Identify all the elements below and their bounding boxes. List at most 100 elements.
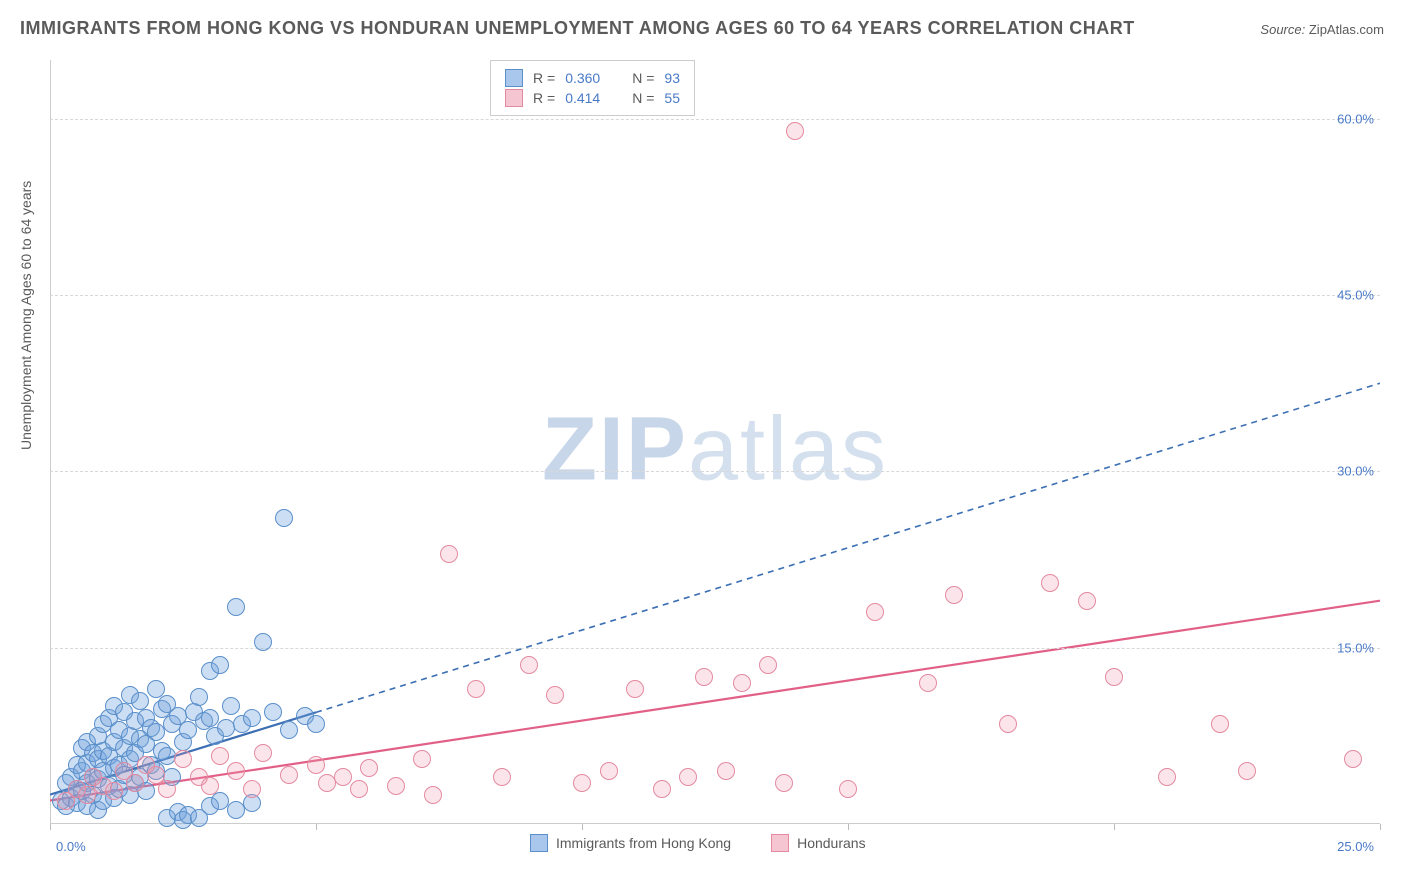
scatter-point xyxy=(334,768,352,786)
scatter-point xyxy=(350,780,368,798)
series2-name: Hondurans xyxy=(797,835,866,851)
scatter-point xyxy=(222,697,240,715)
chart-container: IMMIGRANTS FROM HONG KONG VS HONDURAN UN… xyxy=(0,0,1406,892)
legend-series-names: Immigrants from Hong Kong Hondurans xyxy=(530,834,866,852)
scatter-point xyxy=(695,668,713,686)
n-label: N = xyxy=(632,70,654,86)
n-label: N = xyxy=(632,90,654,106)
y-axis-label: Unemployment Among Ages 60 to 64 years xyxy=(18,181,34,450)
scatter-point xyxy=(307,756,325,774)
scatter-point xyxy=(999,715,1017,733)
x-tick-max: 25.0% xyxy=(1337,839,1374,854)
scatter-point xyxy=(1238,762,1256,780)
scatter-point xyxy=(1105,668,1123,686)
y-axis-line xyxy=(50,60,51,824)
scatter-point xyxy=(201,777,219,795)
trend-line xyxy=(316,383,1380,712)
y-tick-label: 30.0% xyxy=(1337,464,1374,479)
scatter-point xyxy=(919,674,937,692)
scatter-point xyxy=(1158,768,1176,786)
scatter-point xyxy=(280,766,298,784)
scatter-point xyxy=(786,122,804,140)
swatch-series2-icon xyxy=(771,834,789,852)
x-tick-mark xyxy=(582,824,583,830)
scatter-point xyxy=(679,768,697,786)
scatter-point xyxy=(866,603,884,621)
scatter-point xyxy=(264,703,282,721)
scatter-point xyxy=(280,721,298,739)
scatter-point xyxy=(105,782,123,800)
legend-row-series1: R = 0.360 N = 93 xyxy=(505,69,680,87)
source-attribution: Source: ZipAtlas.com xyxy=(1260,22,1384,37)
series1-name: Immigrants from Hong Kong xyxy=(556,835,731,851)
scatter-point xyxy=(211,656,229,674)
scatter-point xyxy=(227,762,245,780)
scatter-point xyxy=(717,762,735,780)
scatter-point xyxy=(131,692,149,710)
scatter-point xyxy=(243,780,261,798)
gridline xyxy=(50,471,1380,472)
scatter-point xyxy=(179,721,197,739)
x-tick-mark xyxy=(848,824,849,830)
scatter-point xyxy=(546,686,564,704)
n-value-series1: 93 xyxy=(664,70,680,86)
r-label: R = xyxy=(533,70,555,86)
scatter-point xyxy=(190,688,208,706)
scatter-point xyxy=(413,750,431,768)
legend-row-series2: R = 0.414 N = 55 xyxy=(505,89,680,107)
scatter-point xyxy=(945,586,963,604)
legend-item-series2: Hondurans xyxy=(771,834,866,852)
x-tick-mark xyxy=(316,824,317,830)
scatter-point xyxy=(775,774,793,792)
legend-stats: R = 0.360 N = 93 R = 0.414 N = 55 xyxy=(490,60,695,116)
y-tick-label: 45.0% xyxy=(1337,288,1374,303)
chart-title: IMMIGRANTS FROM HONG KONG VS HONDURAN UN… xyxy=(20,18,1135,39)
x-tick-min: 0.0% xyxy=(56,839,86,854)
scatter-point xyxy=(493,768,511,786)
watermark-atlas: atlas xyxy=(688,400,888,500)
scatter-point xyxy=(307,715,325,733)
x-axis-line xyxy=(50,823,1380,824)
scatter-point xyxy=(440,545,458,563)
watermark: ZIPatlas xyxy=(542,399,888,502)
plot-area: ZIPatlas R = 0.360 N = 93 R = 0.414 N = … xyxy=(50,60,1380,860)
scatter-point xyxy=(254,744,272,762)
scatter-point xyxy=(1344,750,1362,768)
gridline xyxy=(50,119,1380,120)
x-tick-mark xyxy=(1380,824,1381,830)
scatter-point xyxy=(653,780,671,798)
scatter-point xyxy=(211,747,229,765)
scatter-point xyxy=(733,674,751,692)
n-value-series2: 55 xyxy=(664,90,680,106)
swatch-series2 xyxy=(505,89,523,107)
watermark-zip: ZIP xyxy=(542,400,688,500)
source-label: Source: xyxy=(1260,22,1305,37)
x-tick-mark xyxy=(50,824,51,830)
scatter-point xyxy=(227,598,245,616)
x-tick-mark xyxy=(1114,824,1115,830)
scatter-point xyxy=(360,759,378,777)
scatter-point xyxy=(1041,574,1059,592)
swatch-series1-icon xyxy=(530,834,548,852)
scatter-point xyxy=(759,656,777,674)
y-tick-label: 15.0% xyxy=(1337,640,1374,655)
scatter-point xyxy=(174,750,192,768)
scatter-point xyxy=(158,747,176,765)
gridline xyxy=(50,648,1380,649)
scatter-point xyxy=(1078,592,1096,610)
source-value: ZipAtlas.com xyxy=(1309,22,1384,37)
scatter-point xyxy=(600,762,618,780)
scatter-point xyxy=(839,780,857,798)
scatter-point xyxy=(126,774,144,792)
r-label: R = xyxy=(533,90,555,106)
swatch-series1 xyxy=(505,69,523,87)
scatter-point xyxy=(467,680,485,698)
scatter-point xyxy=(387,777,405,795)
r-value-series2: 0.414 xyxy=(565,90,600,106)
trend-line xyxy=(50,601,1380,801)
gridline xyxy=(50,295,1380,296)
legend-item-series1: Immigrants from Hong Kong xyxy=(530,834,731,852)
scatter-point xyxy=(520,656,538,674)
scatter-point xyxy=(626,680,644,698)
scatter-point xyxy=(254,633,272,651)
